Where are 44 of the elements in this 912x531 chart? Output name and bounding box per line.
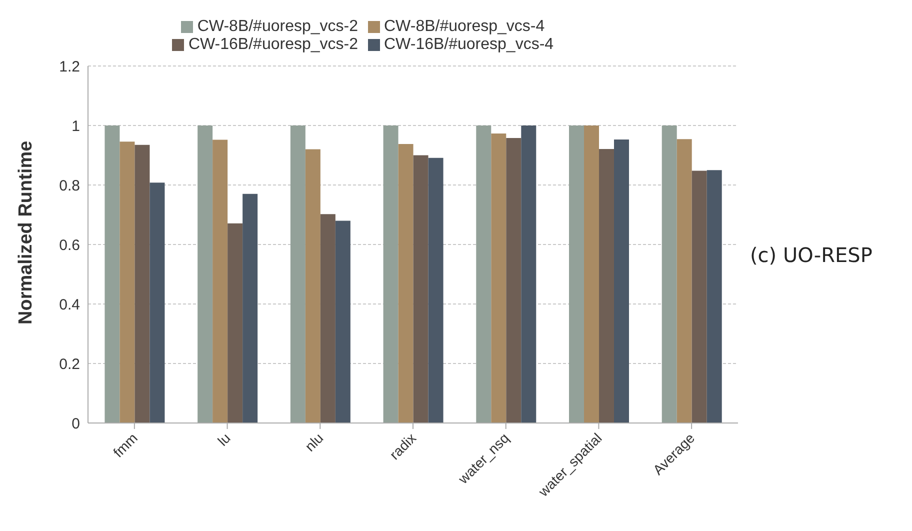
y-tick-label: 0.8: [59, 177, 80, 194]
bar: [228, 223, 243, 423]
bar: [706, 170, 722, 423]
bar: [476, 126, 492, 423]
bar: [662, 126, 677, 423]
y-tick-label: 0.4: [59, 296, 80, 314]
y-tick-label: 1: [72, 118, 80, 135]
bar: [428, 158, 444, 423]
bar: [569, 126, 584, 423]
bar: [676, 139, 692, 423]
bar: [383, 126, 398, 423]
bar: [320, 214, 336, 423]
bar: [305, 149, 320, 423]
bar: [413, 155, 428, 423]
bar: [599, 149, 614, 423]
bar: [614, 139, 629, 423]
bar: [398, 144, 414, 423]
y-tick-label: 0.2: [59, 356, 80, 373]
x-tick-label: lu: [214, 430, 234, 449]
bar: [335, 220, 350, 423]
legend-label: CW-16B/#uoresp_vcs-2: [188, 36, 358, 53]
bar: [491, 134, 506, 423]
bar: [242, 194, 258, 423]
bar: [290, 126, 306, 423]
legend-label: CW-8B/#uoresp_vcs-2: [197, 18, 358, 35]
y-tick-label: 0.6: [59, 236, 80, 254]
bar: [692, 170, 707, 423]
x-tick-label: fmm: [110, 430, 141, 460]
y-tick-label: 1.2: [59, 58, 80, 76]
text: (c) UO-RESP: [750, 243, 872, 267]
bar: [506, 138, 522, 423]
bar: [198, 126, 213, 423]
y-tick-label: 0: [72, 415, 80, 432]
legend-label: CW-16B/#uoresp_vcs-4: [384, 36, 554, 53]
y-axis-title: Normalized Runtime: [16, 140, 37, 324]
bar: [150, 182, 165, 423]
bar: [104, 126, 120, 423]
x-tick-label: nlu: [302, 430, 326, 454]
bar: [120, 142, 135, 423]
bar: [134, 144, 150, 423]
bar: [521, 126, 536, 423]
legend-label: CW-8B/#uoresp_vcs-4: [384, 18, 545, 35]
bar: [212, 140, 228, 423]
bar: [584, 126, 599, 423]
